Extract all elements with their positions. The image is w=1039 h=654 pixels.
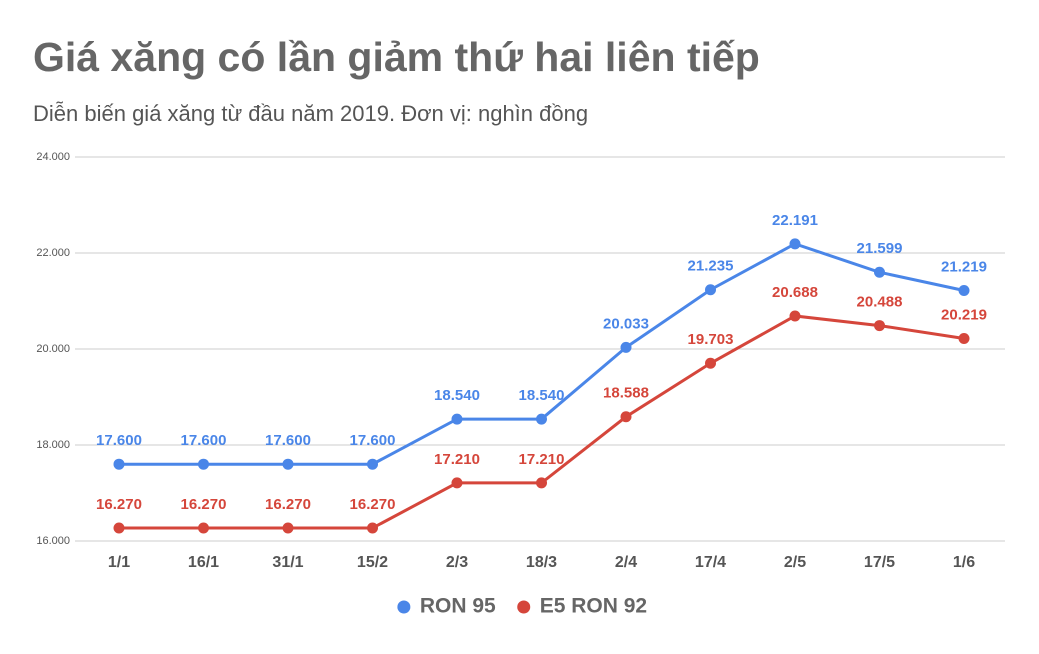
x-tick-label: 17/4	[695, 554, 726, 571]
data-point	[536, 477, 547, 489]
data-label: 18.588	[603, 385, 649, 402]
data-label: 17.600	[96, 432, 142, 449]
y-tick-label: 20.000	[36, 343, 70, 355]
chart-subtitle: Diễn biến giá xăng từ đầu năm 2019. Đơn …	[33, 101, 588, 126]
x-tick-label: 16/1	[188, 554, 219, 571]
x-tick-label: 18/3	[526, 554, 557, 571]
x-tick-label: 1/6	[953, 554, 975, 571]
data-label: 17.210	[434, 451, 480, 468]
data-label: 16.270	[181, 496, 227, 513]
data-point	[367, 522, 378, 534]
legend-label: E5 RON 92	[540, 595, 647, 618]
data-label: 21.219	[941, 258, 987, 275]
data-point	[367, 458, 378, 470]
data-label: 18.540	[434, 387, 480, 404]
x-tick-label: 15/2	[357, 554, 388, 571]
data-label: 22.191	[772, 212, 818, 229]
data-point	[958, 332, 970, 344]
legend-marker	[517, 600, 531, 614]
data-point	[113, 458, 125, 470]
x-tick-label: 2/4	[615, 554, 637, 571]
chart-title: Giá xăng có lần giảm thứ hai liên tiếp	[33, 34, 760, 80]
data-point	[789, 238, 801, 250]
x-tick-label: 31/1	[272, 554, 303, 571]
data-label: 20.033	[603, 315, 649, 332]
data-label: 18.540	[519, 387, 565, 404]
data-point	[705, 357, 716, 369]
legend-label: RON 95	[420, 595, 496, 618]
data-point	[198, 458, 209, 470]
data-label: 19.703	[688, 331, 734, 348]
y-tick-label: 16.000	[36, 535, 70, 547]
data-point	[451, 477, 463, 489]
data-point	[620, 341, 632, 353]
data-point	[282, 522, 294, 534]
data-point	[282, 458, 294, 470]
data-label: 16.270	[265, 496, 311, 513]
data-label: 16.270	[96, 496, 142, 513]
data-label: 20.219	[941, 306, 987, 323]
data-label: 16.270	[350, 496, 396, 513]
y-tick-label: 18.000	[36, 439, 70, 451]
data-label: 20.688	[772, 284, 818, 301]
data-point	[113, 522, 125, 534]
data-label: 17.600	[350, 432, 396, 449]
x-tick-label: 17/5	[864, 554, 895, 571]
x-tick-label: 2/5	[784, 554, 806, 571]
data-label: 17.600	[265, 432, 311, 449]
data-label: 21.599	[857, 240, 903, 257]
data-label: 20.488	[857, 294, 903, 311]
x-tick-label: 2/3	[446, 554, 468, 571]
legend-marker	[397, 600, 411, 614]
data-label: 21.235	[688, 258, 734, 275]
y-tick-label: 24.000	[36, 151, 70, 163]
data-point	[198, 522, 209, 534]
data-label: 17.210	[519, 451, 565, 468]
data-point	[620, 411, 632, 423]
data-point	[789, 310, 801, 322]
y-tick-label: 22.000	[36, 247, 70, 259]
data-point	[451, 413, 463, 425]
data-point	[958, 284, 970, 296]
x-tick-label: 1/1	[108, 554, 130, 571]
data-point	[536, 413, 547, 425]
data-point	[874, 266, 885, 278]
data-label: 17.600	[181, 432, 227, 449]
data-point	[874, 320, 885, 332]
data-point	[705, 284, 716, 296]
